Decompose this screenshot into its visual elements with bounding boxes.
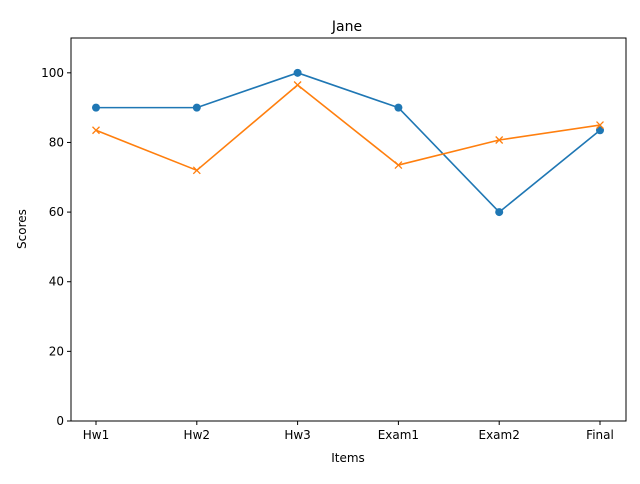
series-2-line xyxy=(95,84,601,172)
plot-area: Hw1 Hw2 Hw3 Exam1 Exam2 Final 0 20 40 60 80 100 xyxy=(41,66,614,442)
y-tick-label: 100 xyxy=(41,66,64,80)
plot-frame xyxy=(70,37,627,422)
y-tick-label: 20 xyxy=(49,344,64,358)
series-1-point xyxy=(394,103,403,112)
y-axis-label: Scores xyxy=(15,209,29,249)
x-tick-label: Hw3 xyxy=(284,428,310,442)
y-tick-label: 0 xyxy=(56,414,64,428)
x-tick-label: Hw2 xyxy=(184,428,210,442)
y-tick-label: 80 xyxy=(49,135,64,149)
y-tick-label: 60 xyxy=(49,205,64,219)
x-tick-label: Final xyxy=(586,428,614,442)
x-tick-label: Exam1 xyxy=(378,428,419,442)
x-axis-label: Items xyxy=(331,451,365,465)
x-tick-label: Exam2 xyxy=(479,428,520,442)
x-tick-label: Hw1 xyxy=(83,428,109,442)
series-2-point xyxy=(394,161,403,170)
series-1-point xyxy=(293,68,302,77)
series-2-point xyxy=(596,121,604,130)
series-1-line xyxy=(96,72,601,213)
y-tick-label: 40 xyxy=(49,275,64,289)
series-1-point xyxy=(192,103,201,112)
series-2-point xyxy=(192,166,201,175)
series-2-point xyxy=(495,136,504,144)
chart-title: Jane xyxy=(331,19,362,35)
series-1-point xyxy=(596,126,604,135)
series-1-point xyxy=(495,208,504,217)
series-2-point xyxy=(92,126,100,135)
series-2-point xyxy=(293,81,302,89)
series-1-point xyxy=(92,103,100,112)
